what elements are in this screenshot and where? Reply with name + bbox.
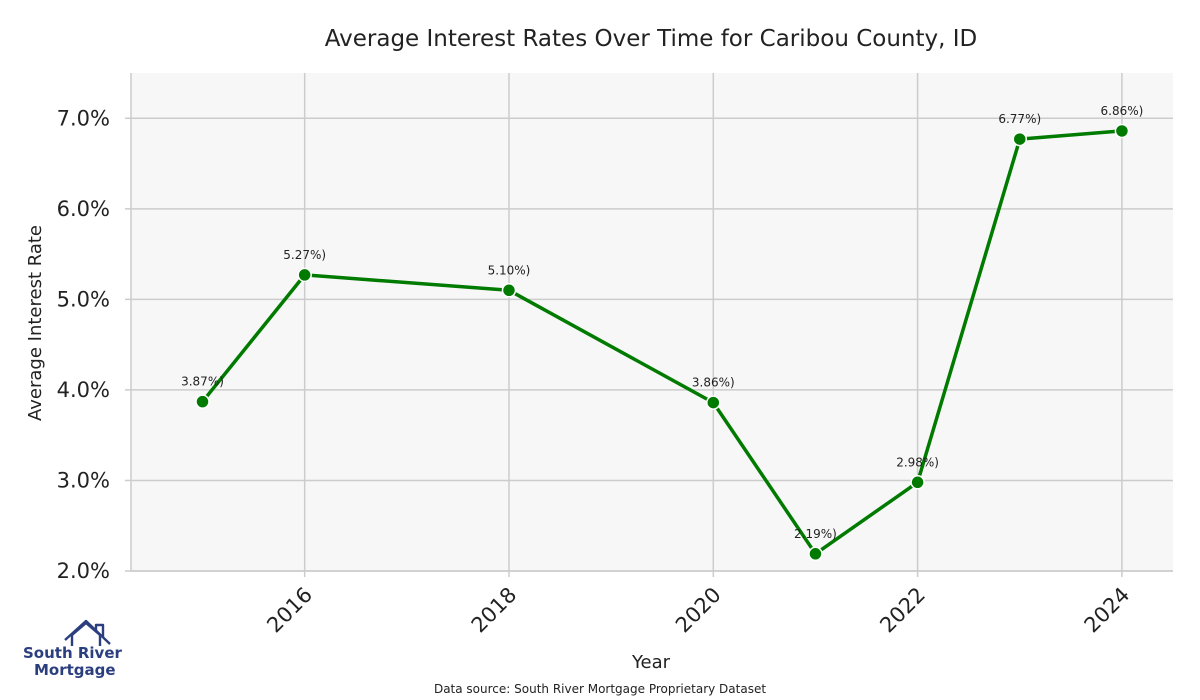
y-tick-label: 4.0% [57,378,110,402]
data-label: 3.87%) [181,375,224,389]
logo-text-line1: South River [23,644,123,662]
data-label: 2.98%) [896,455,939,469]
grid-lines [131,73,1173,572]
y-tick-label: 2.0% [57,559,110,583]
data-label: 6.77%) [998,112,1041,126]
axes [125,73,1173,577]
chart-title: Average Interest Rates Over Time for Car… [325,26,978,52]
data-point [1114,123,1130,139]
data-label-layer: 3.87%) 5.27%) 5.10%) 3.86%) 2.19%) 2.98%) 6.77… [181,104,1143,541]
data-source-note: Data source: South River Mortgage Propri… [434,682,766,696]
data-label: 6.86%) [1101,104,1144,118]
y-tick-label: 5.0% [57,287,110,311]
data-point [501,283,517,298]
data-point [195,394,210,409]
series-line [200,129,1124,556]
y-tick-label: 3.0% [57,468,110,492]
y-tick-label: 7.0% [57,106,110,130]
y-axis-label: Average Interest Rate [25,225,46,421]
x-axis-label: Year [631,652,671,673]
data-label: 5.10%) [488,263,531,277]
data-point [1012,131,1028,147]
series-layer [195,123,1130,562]
data-label: 2.19%) [794,527,837,541]
data-point [808,546,823,562]
data-label: 3.86%) [692,376,735,390]
data-point [297,267,312,283]
logo-text-line2: Mortgage [34,661,116,679]
company-logo: South River Mortgage [23,619,123,679]
data-point [706,395,721,410]
data-label: 5.27%) [283,248,326,262]
house-icon [64,619,111,646]
y-tick-label: 6.0% [57,197,110,221]
data-point [910,475,925,490]
